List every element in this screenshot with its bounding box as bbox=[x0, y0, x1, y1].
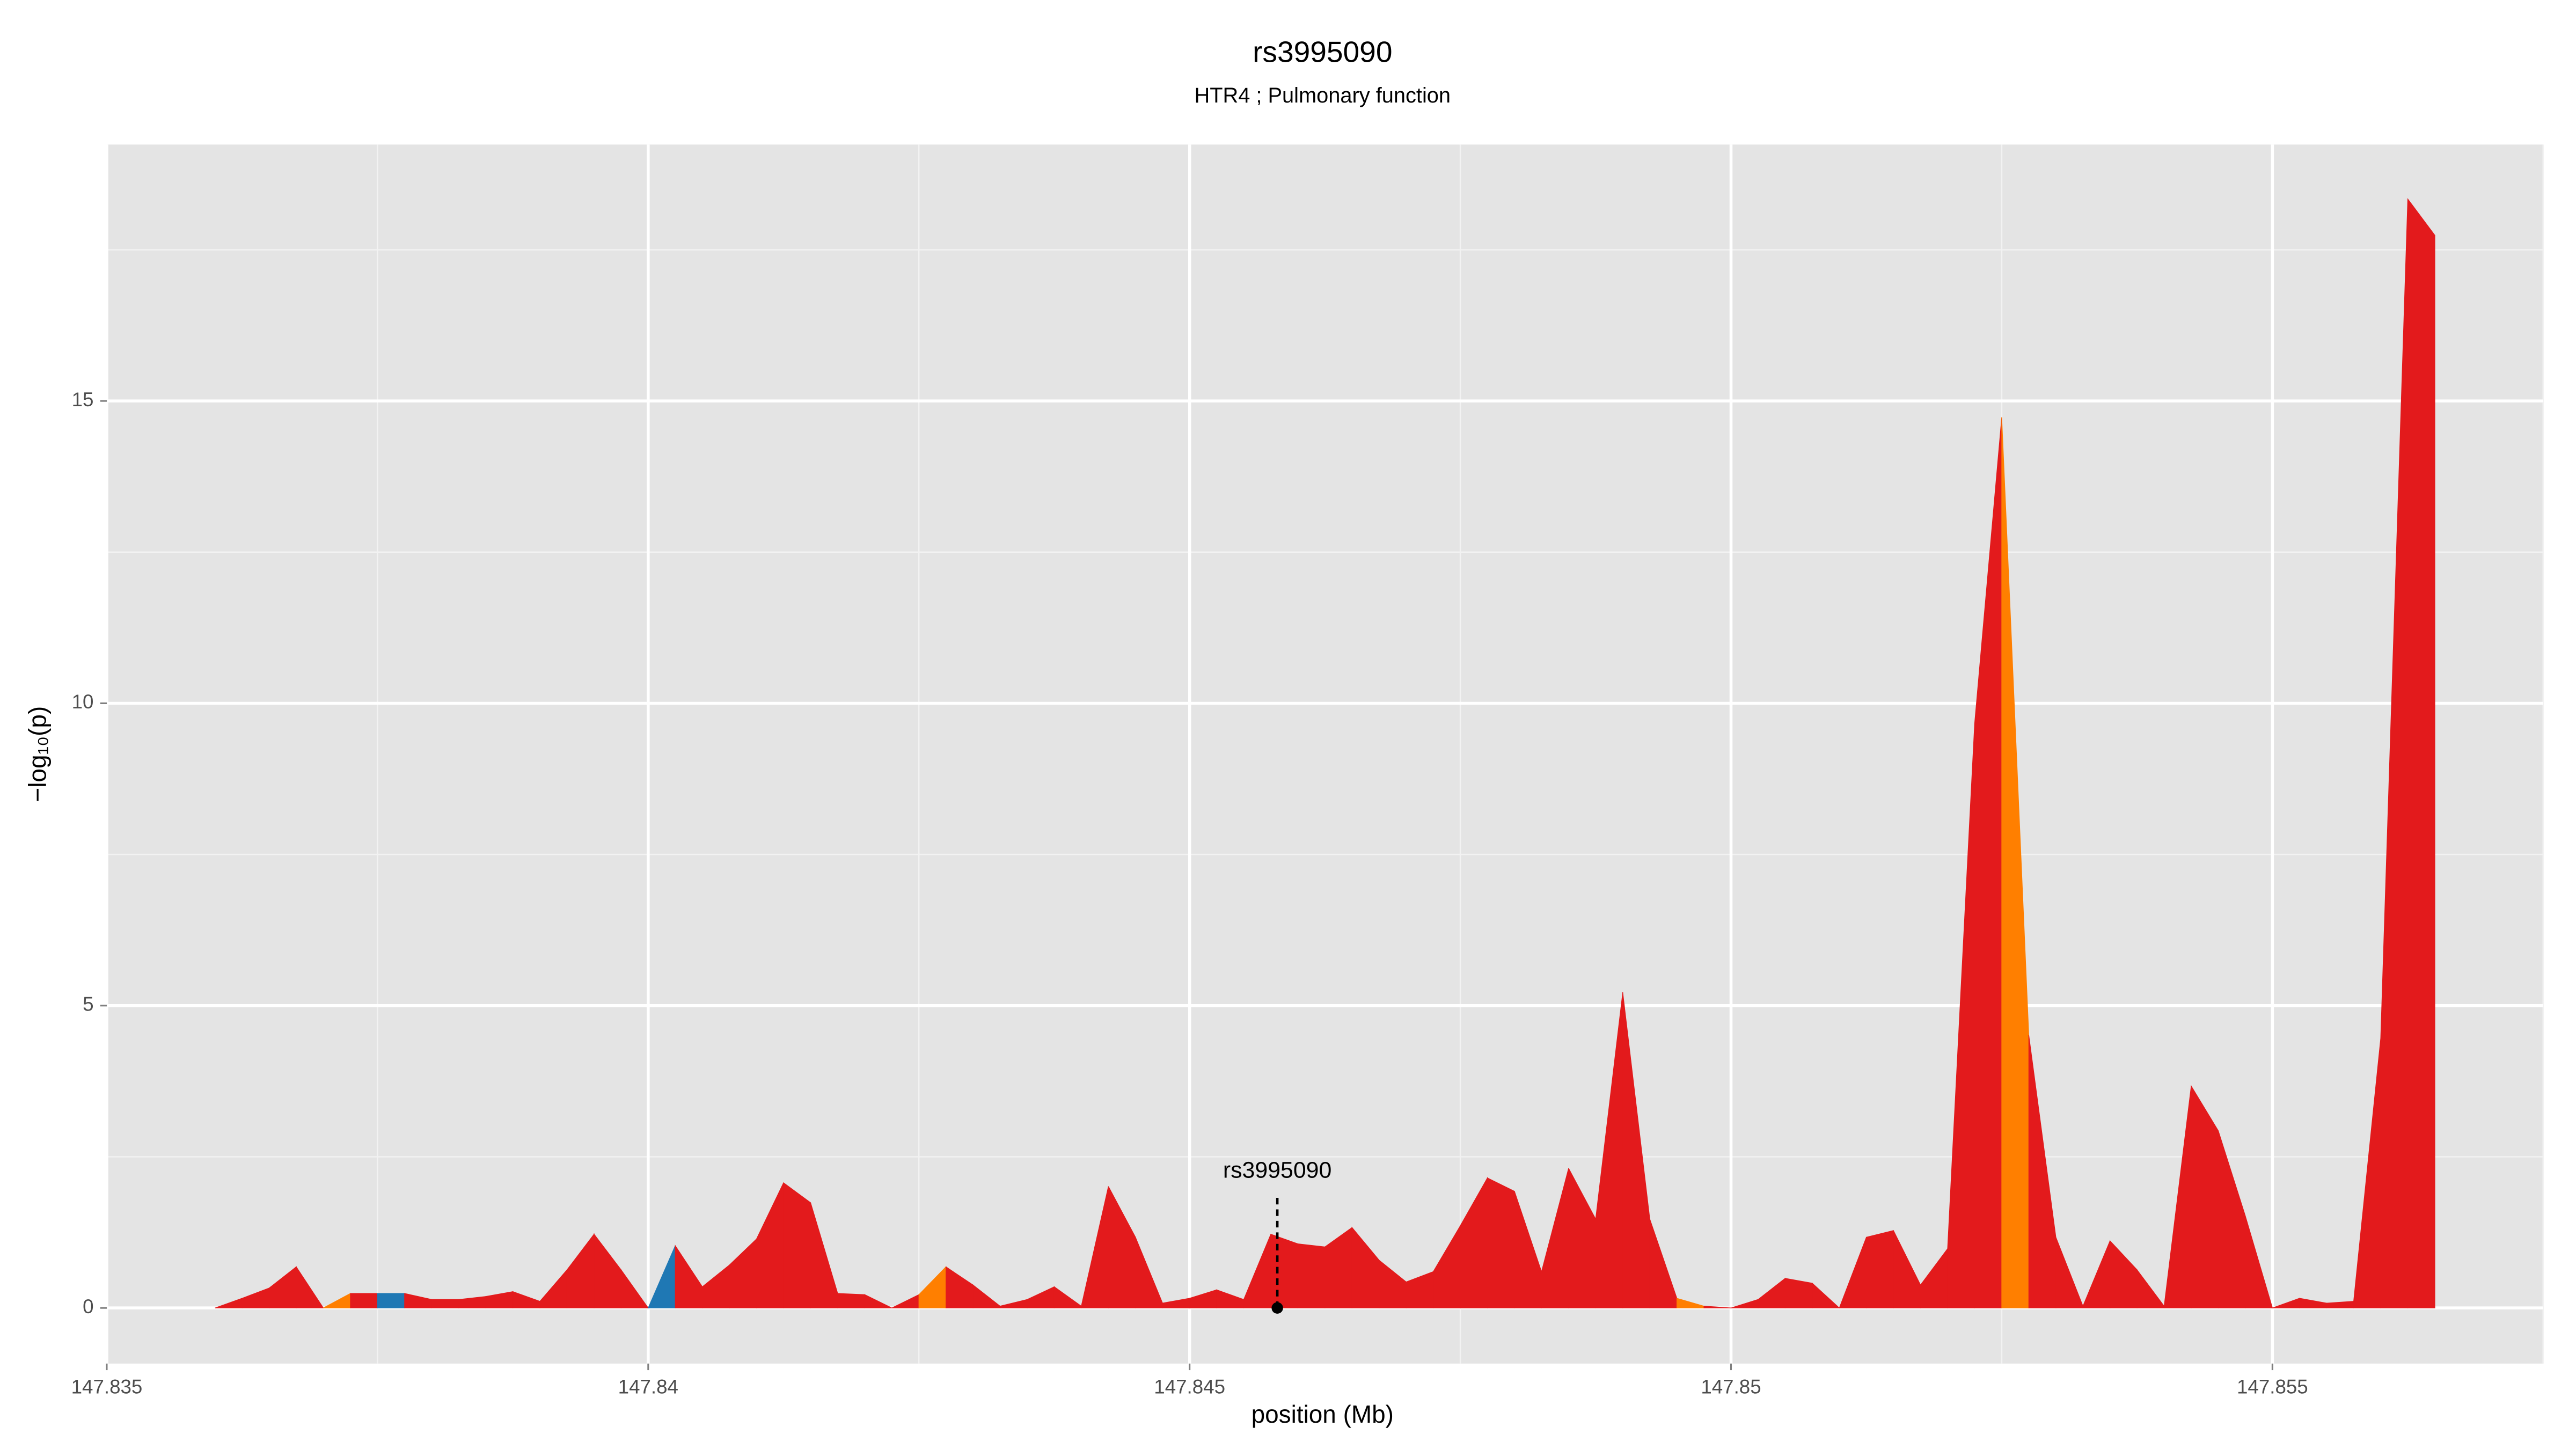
chart-subtitle: HTR4 ; Pulmonary function bbox=[1194, 84, 1451, 107]
area-segment bbox=[1866, 1230, 1894, 1308]
area-marks: rs3995090 bbox=[215, 197, 2435, 1314]
x-tick-label: 147.84 bbox=[618, 1375, 678, 1397]
area-segment bbox=[783, 1182, 811, 1308]
chart-title: rs3995090 bbox=[1253, 35, 1392, 69]
area-segment bbox=[1297, 1243, 1326, 1308]
area-segment bbox=[296, 1265, 324, 1308]
area-segment bbox=[350, 1293, 378, 1308]
area-segment bbox=[864, 1294, 892, 1308]
annotation-label: rs3995090 bbox=[1223, 1157, 1331, 1183]
x-tick-label: 147.845 bbox=[1154, 1375, 1225, 1397]
area-segment bbox=[2245, 1216, 2273, 1308]
area-segment bbox=[1487, 1177, 1515, 1308]
area-segment bbox=[431, 1299, 459, 1308]
x-axis-label: position (Mb) bbox=[1252, 1400, 1394, 1428]
ticks: 147.835 147.84 147.845 147.85 147.855 0 5 10 15 bbox=[71, 389, 2308, 1398]
area-segment bbox=[1703, 1306, 1731, 1308]
x-tick-label: 147.835 bbox=[71, 1375, 143, 1397]
area-segment bbox=[1270, 1233, 1299, 1308]
area-segment bbox=[2407, 197, 2435, 1308]
y-tick-label: 10 bbox=[72, 691, 94, 713]
y-tick-label: 0 bbox=[83, 1296, 93, 1318]
area-segment bbox=[837, 1293, 865, 1308]
area-segment bbox=[620, 1269, 649, 1308]
y-tick-label: 15 bbox=[72, 389, 94, 411]
x-tick-label: 147.855 bbox=[2237, 1375, 2308, 1397]
plot-panel bbox=[106, 144, 2543, 1364]
area-segment bbox=[377, 1293, 405, 1308]
area-segment bbox=[1784, 1278, 1813, 1308]
area-segment bbox=[1812, 1282, 1840, 1308]
y-tick-label: 5 bbox=[83, 993, 93, 1015]
annotation-point bbox=[1271, 1302, 1283, 1314]
x-tick-label: 147.85 bbox=[1701, 1375, 1761, 1397]
y-axis-label: −log₁₀(p) bbox=[24, 706, 52, 802]
